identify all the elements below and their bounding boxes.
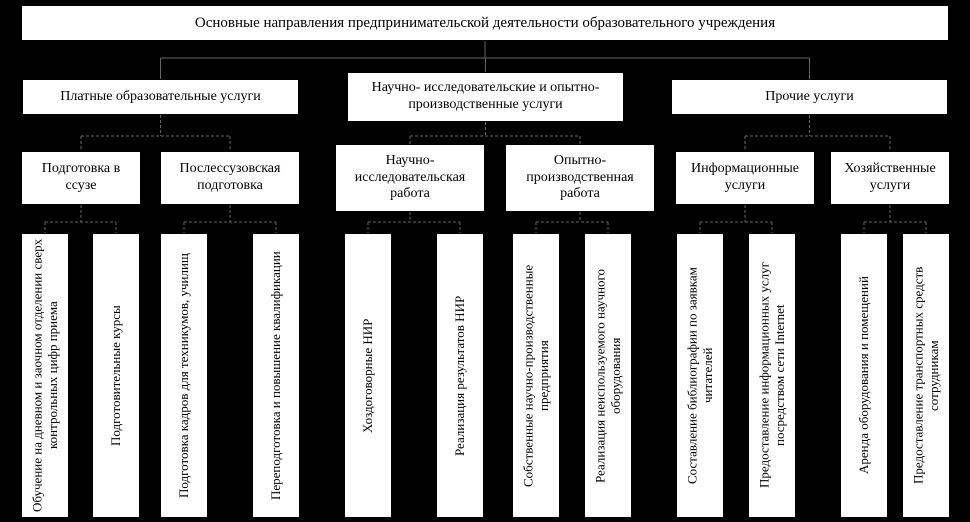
level1-other: Прочие услуги [671,79,948,115]
leaf-node: Предоставление информационных услуг поср… [748,233,796,518]
leaf-label: Реализация неиспользуемого научного обор… [592,238,623,513]
leaf-label: Переподготовка и повышение квалификации [268,251,284,500]
leaf-label: Реализация результатов НИР [452,295,468,455]
leaf-label: Собственные научно-производственные пред… [520,238,551,513]
leaf-node: Хоздоговорные НИР [344,233,392,518]
level2-info: Информационные услуги [675,151,815,205]
leaf-node: Реализация результатов НИР [436,233,484,518]
leaf-node: Составление библиографии по заявкам чита… [676,233,724,518]
level2-label: Подготовка в ссузе [26,161,136,195]
level2-label: Послессузовская подготовка [165,161,295,195]
root-label: Основные направления предпринимательской… [195,14,775,32]
leaf-label: Обучение на дневном и заочном отделении … [29,238,60,513]
leaf-node: Подготовительные курсы [92,233,140,518]
level2-label: Научно-исследовательская работа [340,153,480,203]
leaf-node: Обучение на дневном и заочном отделении … [21,233,69,518]
leaf-label: Подготовка кадров для техникумов, училищ [176,253,192,498]
level1-paid: Платные образовательные услуги [22,79,299,115]
leaf-node: Собственные научно-производственные пред… [512,233,560,518]
level2-ssuz: Подготовка в ссузе [21,151,141,205]
level2-opr: Опытно-производственная работа [505,144,655,212]
leaf-node: Предоставление транспортных средств сотр… [902,233,950,518]
leaf-label: Аренда оборудования и помещений [856,277,872,475]
leaf-node: Аренда оборудования и помещений [840,233,888,518]
leaf-node: Реализация неиспользуемого научного обор… [584,233,632,518]
leaf-node: Переподготовка и повышение квалификации [252,233,300,518]
level1-sci: Научно- исследовательские и опытно-произ… [347,72,624,122]
level2-label: Информационные услуги [680,161,810,195]
leaf-label: Составление библиографии по заявкам чита… [684,238,715,513]
level2-nir: Научно-исследовательская работа [335,144,485,212]
leaf-node: Подготовка кадров для техникумов, училищ [160,233,208,518]
leaf-label: Подготовительные курсы [108,305,124,446]
leaf-label: Предоставление транспортных средств сотр… [910,238,941,513]
leaf-label: Хоздоговорные НИР [360,318,376,432]
leaf-label: Предоставление информационных услуг поср… [756,238,787,513]
level1-label: Прочие услуги [765,89,853,106]
level2-hoz: Хозяйственные услуги [830,151,950,205]
root-node: Основные направления предпринимательской… [21,5,949,41]
level1-label: Научно- исследовательские и опытно-произ… [352,80,619,114]
level2-label: Хозяйственные услуги [835,161,945,195]
level2-post: Послессузовская подготовка [160,151,300,205]
level2-label: Опытно-производственная работа [510,153,650,203]
level1-label: Платные образовательные услуги [60,89,261,106]
